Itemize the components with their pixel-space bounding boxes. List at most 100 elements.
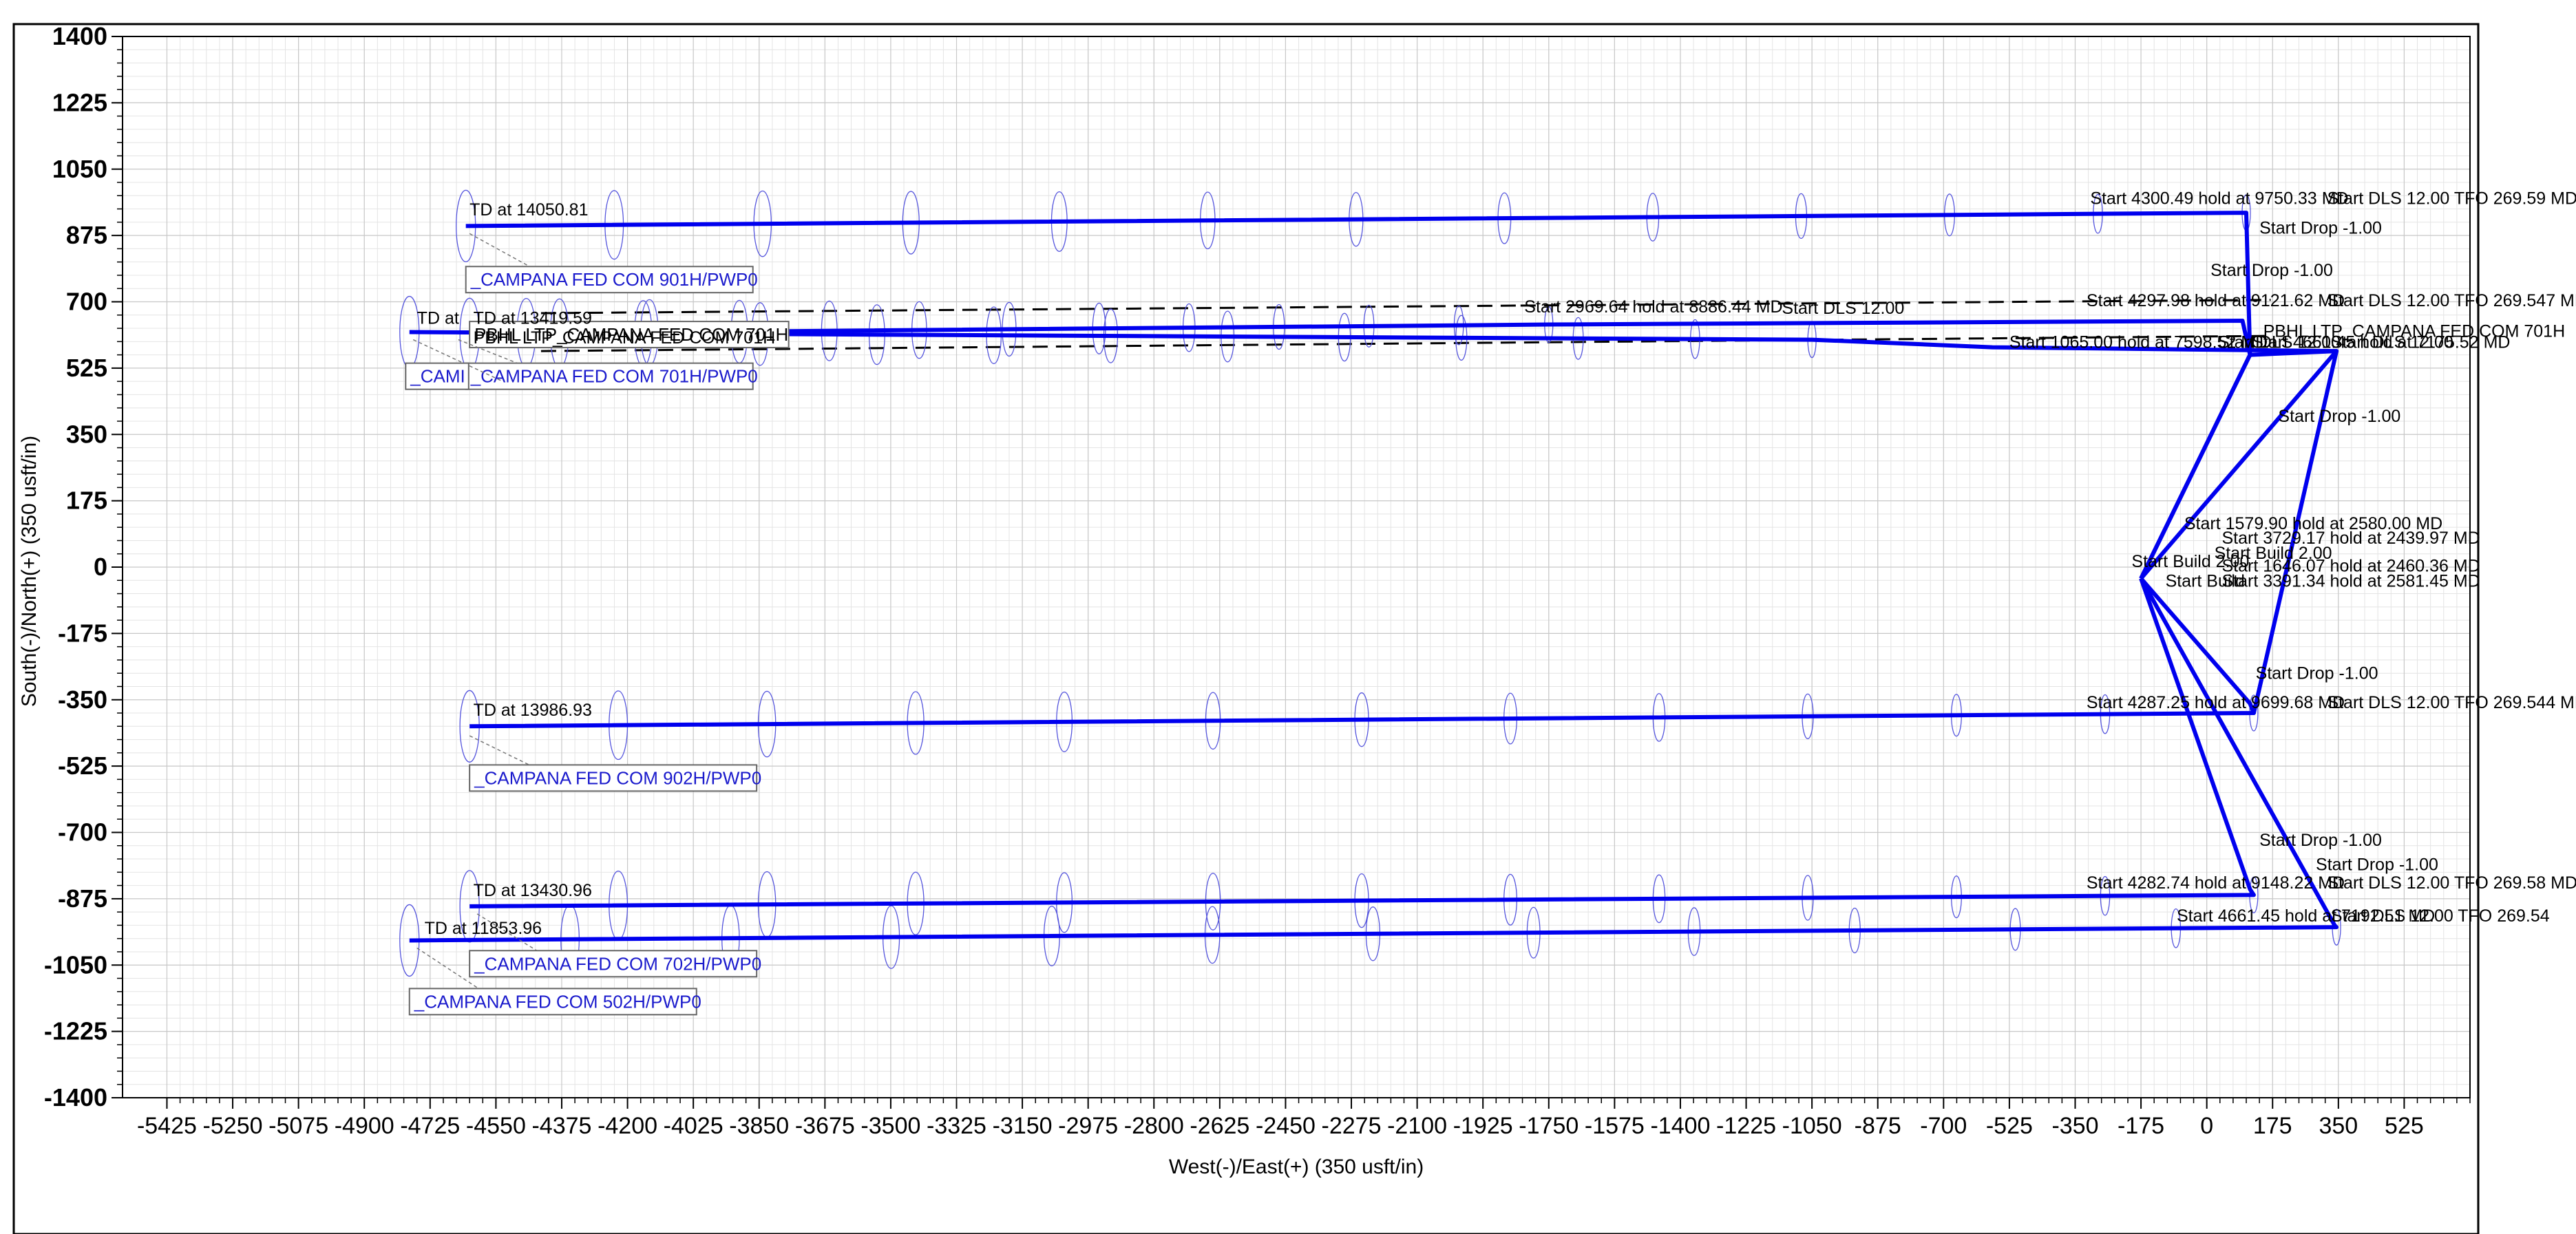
annotation-label: Start 4661.45 hold at 7192.51 MD: [2177, 906, 2435, 926]
y-tick-label: 700: [66, 288, 107, 316]
annotation-label: PBHL LTP_CAMPANA FED COM 701H: [474, 328, 776, 348]
well-path-series: [409, 330, 2339, 580]
callout-label: _CAMPANA FED COM 702H/PWP0: [474, 953, 761, 974]
annotation-label: Start Build 2.00: [2131, 552, 2249, 571]
x-tick-label: -700: [1920, 1113, 1967, 1139]
x-tick-label: -4025: [664, 1113, 724, 1139]
annotation-label: Start Drop -1.00: [2259, 831, 2382, 850]
annotation-label: Start Build 2.00: [2215, 544, 2332, 563]
callout-label: _CAMPANA FED COM 502H/PWP0: [414, 991, 701, 1012]
annotation-label: Start 3729.17 hold at 2439.97 MD: [2222, 529, 2480, 548]
x-tick-label: -3500: [861, 1113, 920, 1139]
annotation-label: Start DLS 12.00 TFO 269.58 MD: [2327, 873, 2576, 893]
x-tick-label: -2450: [1256, 1113, 1316, 1139]
x-tick-label: -2800: [1124, 1113, 1184, 1139]
x-tick-label: -4200: [598, 1113, 657, 1139]
x-tick-label: -3150: [993, 1113, 1053, 1139]
x-tick-label: 350: [2319, 1113, 2358, 1139]
x-tick-label: -4900: [335, 1113, 394, 1139]
callout-box: [465, 266, 754, 294]
annotation-label: Start 4282.74 hold at 9148.22 MD: [2087, 873, 2345, 893]
y-tick-label: -700: [58, 818, 107, 847]
well-path-series: [469, 577, 2256, 908]
annotation-label: Start DLS 12.00: [2218, 333, 2341, 352]
y-axis-ticks: 1400 1225 1050 875 700 525 350 175 0 -175 -350 -525…: [44, 22, 123, 1111]
x-tick-label: -4725: [400, 1113, 460, 1139]
x-axis-label: West(-)/East(+) (350 usft/in): [1169, 1156, 1424, 1178]
callout-box: [465, 362, 754, 390]
x-tick-label: -2275: [1322, 1113, 1382, 1139]
annotation-label: Start 4287.25 hold at 9699.68 MD: [2087, 693, 2345, 712]
annotation-label: Start Drop -1.00: [2278, 407, 2400, 426]
annotation-label: Start DLS 12.00: [1782, 299, 1904, 318]
annotation-label: TD at 14050.81: [469, 200, 588, 220]
well-path-series: [469, 577, 2256, 729]
y-tick-label: -525: [58, 752, 107, 780]
y-tick-label: -350: [58, 685, 107, 714]
x-tick-label: -1400: [1650, 1113, 1710, 1139]
well-path-series: [469, 319, 2252, 579]
dashed-lines: [540, 299, 2271, 352]
x-tick-label: -2100: [1387, 1113, 1447, 1139]
y-tick-label: 175: [66, 487, 107, 515]
callout-labels: _CAMPANA FED COM 901H/PWP0 PBHL LTP_CAMPA…: [405, 233, 790, 1016]
dashed-reference-line: [1520, 299, 2271, 307]
callout-label: _CAMPANA FED COM 902H/PWP0: [474, 767, 761, 788]
annotation-label: TD at 13430.96: [474, 881, 592, 900]
annotation-label: Start 4300.49 hold at 9750.33 MD: [2090, 189, 2348, 208]
annotation-label: Start DLS 12.00 TFO 269.54: [2331, 906, 2550, 926]
y-tick-label: 1400: [52, 22, 107, 50]
y-tick-label: 875: [66, 221, 107, 249]
x-tick-label: -4550: [466, 1113, 526, 1139]
well-path-series: [409, 577, 2339, 943]
callout-box: [408, 988, 697, 1016]
x-tick-label: -1050: [1782, 1113, 1842, 1139]
callout-leader: [412, 339, 503, 382]
x-tick-label: -5425: [137, 1113, 197, 1139]
x-tick-label: -175: [2118, 1113, 2164, 1139]
annotation-label: Start Drop -1.00: [2210, 261, 2333, 280]
x-tick-label: -875: [1855, 1113, 1901, 1139]
callout-box: [469, 950, 758, 978]
y-tick-label: 0: [94, 553, 107, 581]
y-tick-label: -1050: [44, 950, 107, 979]
y-axis-label: South(-)/North(+) (350 usft/in): [18, 436, 41, 707]
annotation-label: TD at 11853.96: [425, 919, 542, 938]
annotation-label: Start Drop -1.00: [2259, 218, 2382, 237]
annotation-label: Start 1646.07 hold at 2460.36 MD: [2222, 557, 2480, 576]
callout-label: PBHL LTP_CAMPANA FED COM 701H: [474, 324, 788, 345]
x-tick-label: -4375: [531, 1113, 591, 1139]
x-tick-label: -2625: [1190, 1113, 1249, 1139]
y-tick-label: -1225: [44, 1017, 107, 1045]
annotation-label: TD at 13986.93: [474, 701, 592, 720]
annotation-label: TD at 13419.59: [474, 308, 592, 328]
callout-label: _CAMPANA FED COM 901H/PWP0: [470, 269, 758, 290]
x-tick-label: 525: [2385, 1113, 2424, 1139]
callout-label: _CAMPANA FED COM 701H/PWP0: [470, 366, 758, 387]
well-paths: [409, 211, 2339, 943]
x-tick-label: -2975: [1058, 1113, 1118, 1139]
x-tick-label: -1225: [1716, 1113, 1776, 1139]
annotation-label: Start DLS 12.00 TFO 269.59 MD: [2327, 189, 2576, 208]
annotation-label: Start 1579.90 hold at 2580.00 MD: [2184, 514, 2442, 533]
y-tick-label: 525: [66, 354, 107, 382]
well-path-series: [2250, 349, 2339, 714]
annotation-label: Start DLS 12.00 TFO 269.547 MD: [2327, 291, 2576, 310]
annotation-label: Start Drop -1.00: [2256, 663, 2378, 683]
x-tick-label: -1925: [1453, 1113, 1513, 1139]
x-tick-label: -3850: [729, 1113, 789, 1139]
y-tick-label: 1050: [52, 155, 107, 183]
y-tick-label: -875: [58, 884, 107, 913]
callout-box: [405, 362, 469, 390]
x-tick-label: -5250: [203, 1113, 263, 1139]
annotation-label: Start 2969.64 hold at 8886.44 MD: [1524, 297, 1782, 317]
x-tick-label: -3675: [795, 1113, 855, 1139]
annotation-label: Start Build: [2166, 572, 2245, 591]
callout-box: [469, 321, 790, 349]
x-tick-label: -5075: [268, 1113, 328, 1139]
annotation-label: Start DLS 12.00: [2331, 333, 2453, 352]
y-tick-label: -1400: [44, 1083, 107, 1111]
annotation-label: Start DLS 12.00 TFO 269.544 MD: [2327, 693, 2576, 712]
